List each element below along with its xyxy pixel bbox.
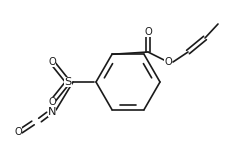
Text: O: O [144, 27, 152, 37]
Text: O: O [14, 127, 22, 137]
Text: O: O [48, 97, 56, 107]
Text: O: O [164, 57, 172, 67]
Text: N: N [48, 107, 56, 117]
Text: S: S [64, 77, 72, 87]
Text: O: O [48, 57, 56, 67]
